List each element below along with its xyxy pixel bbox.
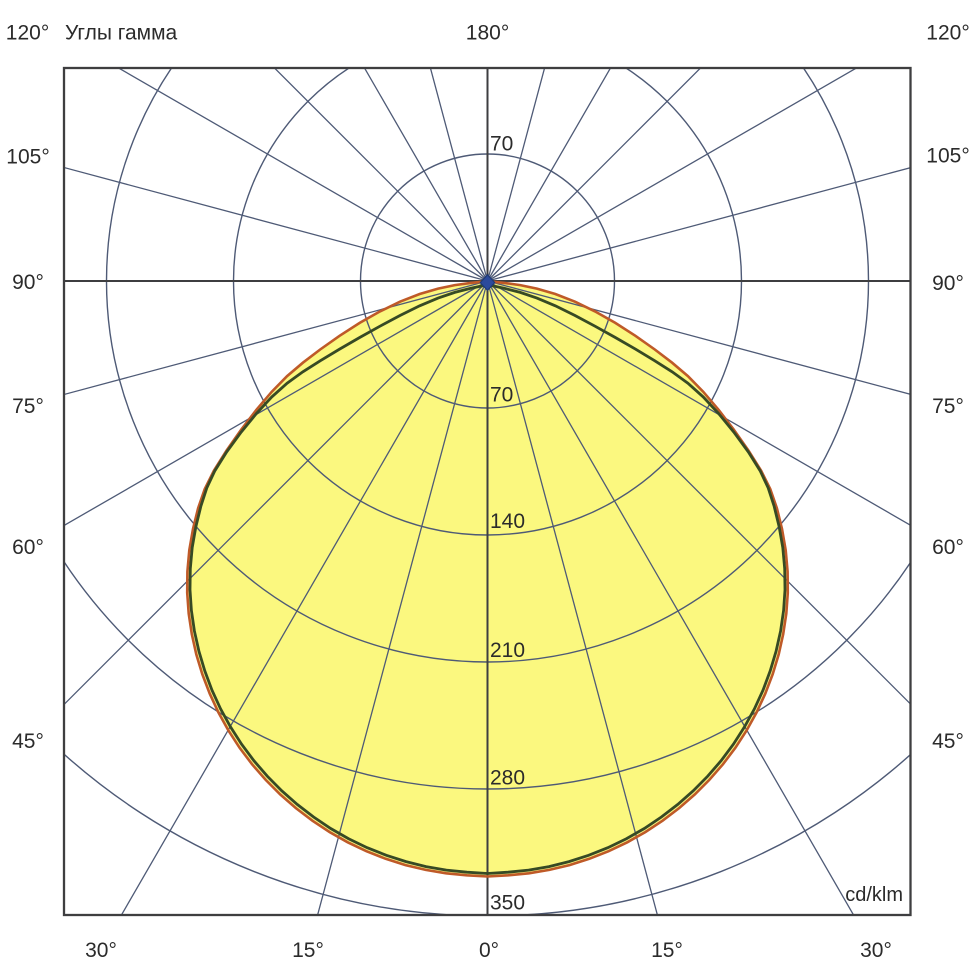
svg-text:Углы гамма: Углы гамма — [65, 22, 178, 45]
svg-text:140: 140 — [490, 510, 525, 533]
svg-text:70: 70 — [490, 384, 513, 407]
svg-text:30°: 30° — [860, 939, 892, 962]
svg-text:30°: 30° — [85, 939, 117, 962]
svg-text:120°: 120° — [926, 22, 969, 45]
svg-text:45°: 45° — [932, 730, 964, 753]
svg-text:105°: 105° — [6, 146, 49, 169]
svg-text:90°: 90° — [932, 272, 964, 295]
svg-text:350: 350 — [490, 892, 525, 915]
svg-text:105°: 105° — [926, 145, 969, 168]
svg-text:180°: 180° — [466, 22, 509, 45]
svg-text:60°: 60° — [12, 536, 44, 559]
svg-text:75°: 75° — [932, 395, 964, 418]
svg-text:0°: 0° — [479, 939, 499, 962]
svg-text:75°: 75° — [12, 395, 44, 418]
svg-text:280: 280 — [490, 767, 525, 790]
svg-text:15°: 15° — [292, 939, 324, 962]
svg-text:70: 70 — [490, 133, 513, 156]
svg-text:60°: 60° — [932, 536, 964, 559]
svg-text:210: 210 — [490, 639, 525, 662]
svg-text:90°: 90° — [12, 271, 44, 294]
svg-text:120°: 120° — [6, 22, 49, 45]
svg-text:45°: 45° — [12, 730, 44, 753]
svg-text:15°: 15° — [651, 939, 683, 962]
svg-text:cd/klm: cd/klm — [845, 884, 903, 906]
